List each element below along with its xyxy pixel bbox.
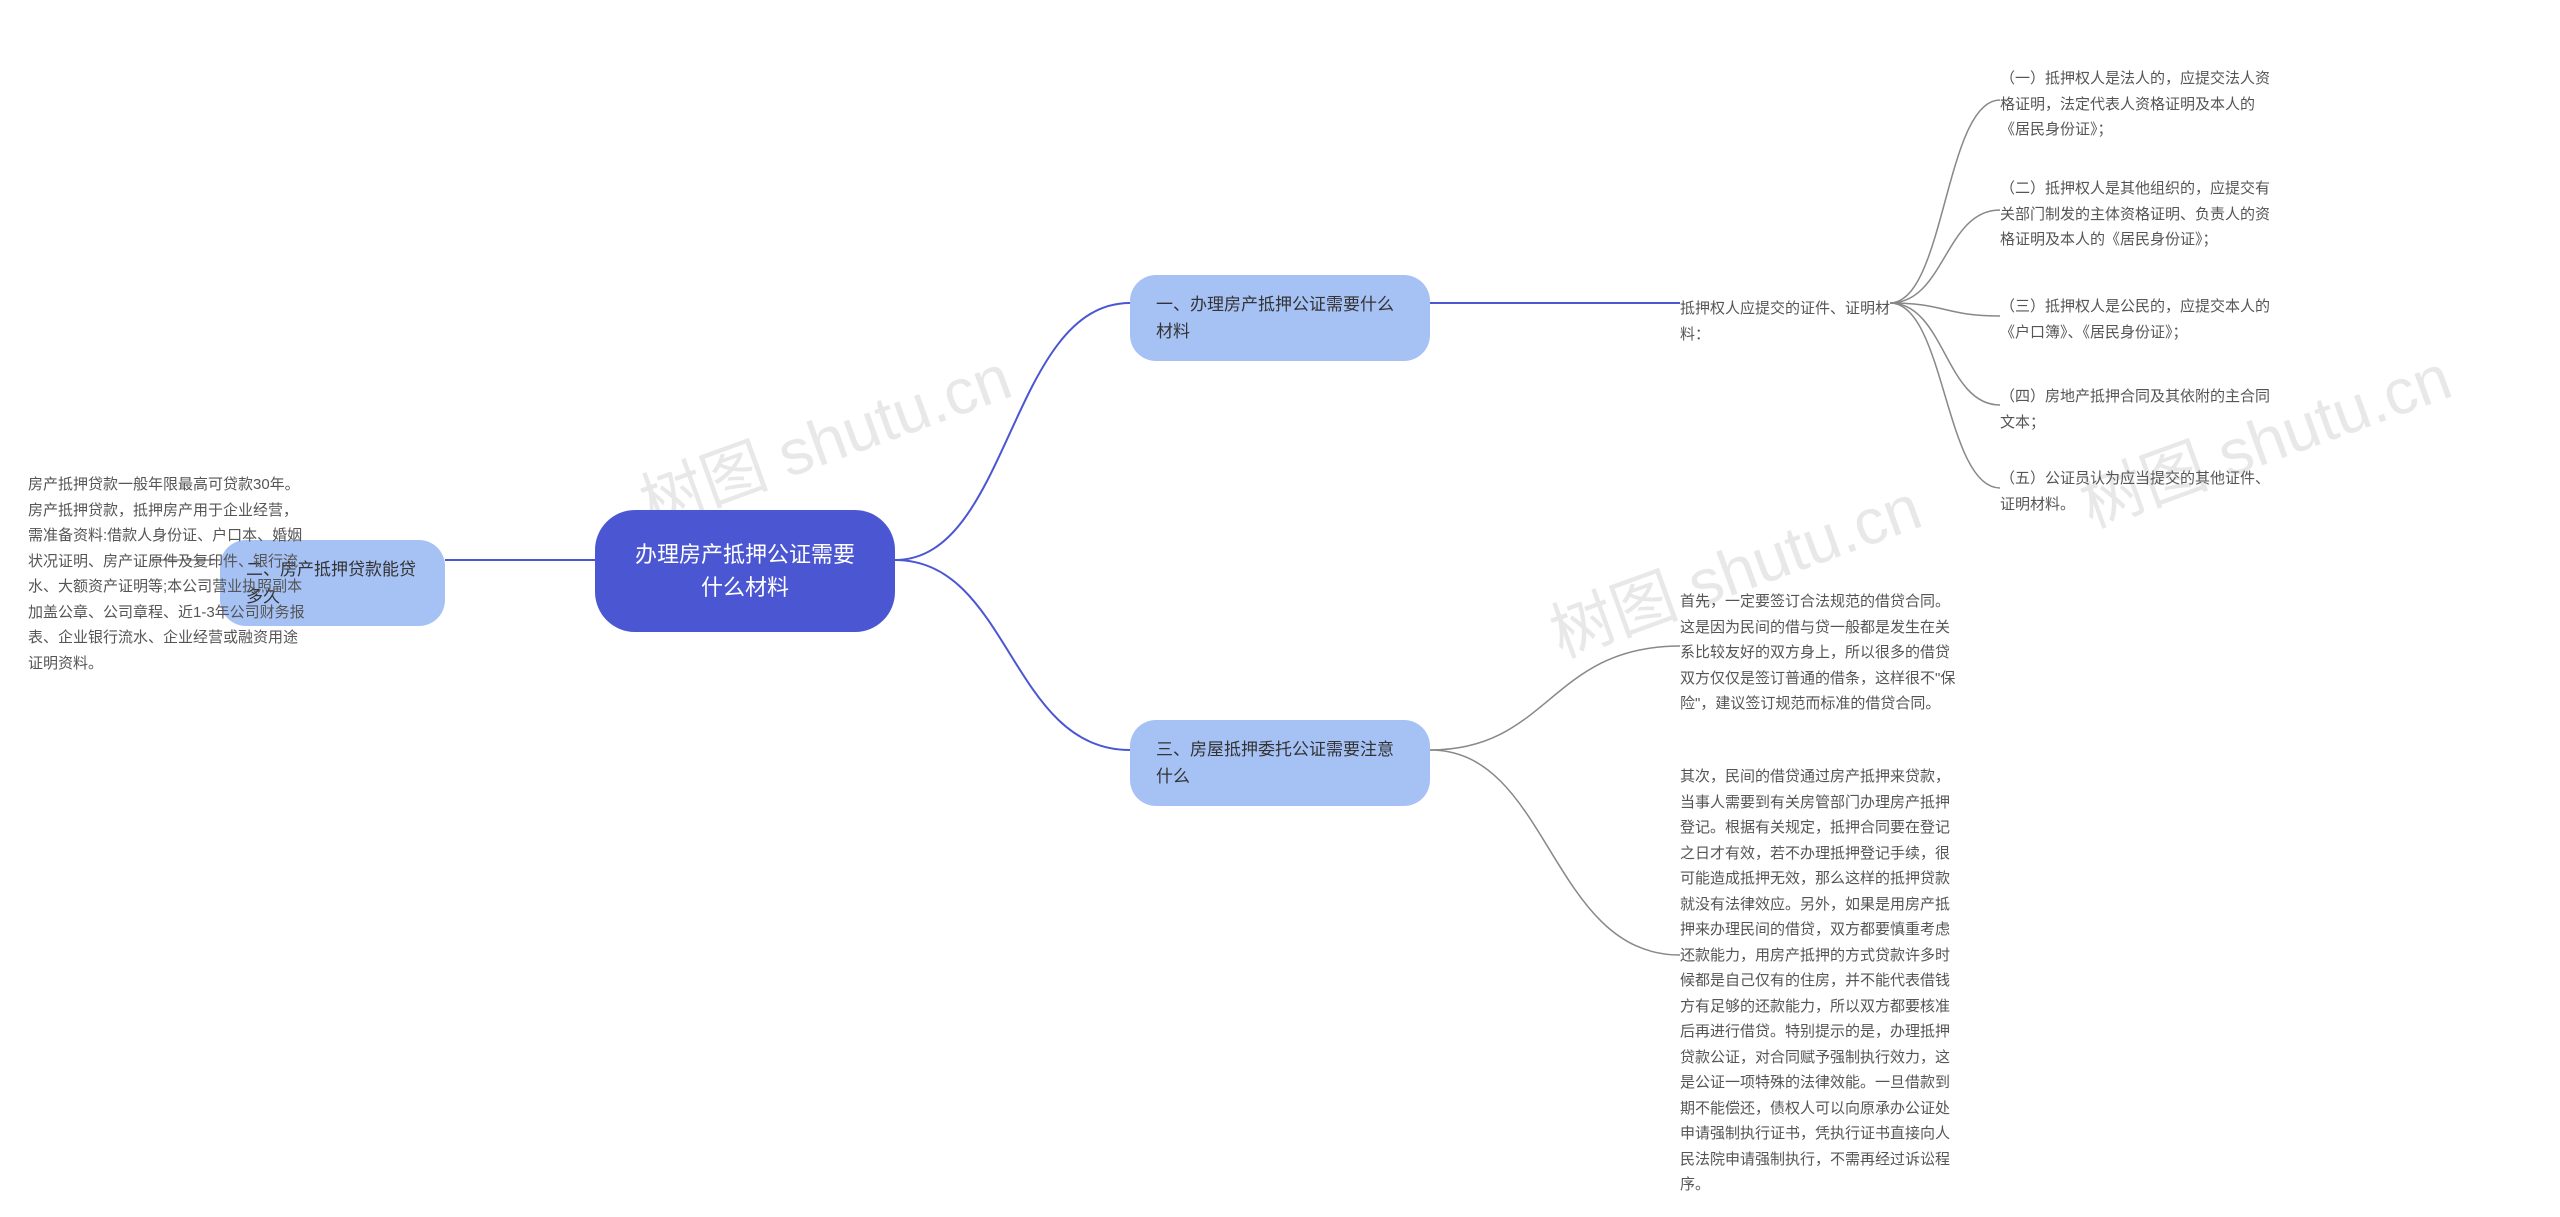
root-node[interactable]: 办理房产抵押公证需要什么材料 [595,510,895,632]
branch-1-leaf-5: （五）公证员认为应当提交的其他证件、证明材料。 [2000,462,2270,521]
branch-3-leaf-2: 其次，民间的借贷通过房产抵押来贷款，当事人需要到有关房管部门办理房产抵押登记。根… [1680,760,1960,1202]
branch-2-leaf: 房产抵押贷款一般年限最高可贷款30年。房产抵押贷款，抵押房产用于企业经营，需准备… [28,468,308,680]
branch-3[interactable]: 三、房屋抵押委托公证需要注意什么 [1130,720,1430,806]
branch-1[interactable]: 一、办理房产抵押公证需要什么材料 [1130,275,1430,361]
branch-1-leaf-1: （一）抵押权人是法人的，应提交法人资格证明，法定代表人资格证明及本人的《居民身份… [2000,62,2270,147]
branch-3-leaf-1: 首先，一定要签订合法规范的借贷合同。这是因为民间的借与贷一般都是发生在关系比较友… [1680,585,1960,721]
branch-1-leaf-3: （三）抵押权人是公民的，应提交本人的《户口簿》、《居民身份证》； [2000,290,2270,349]
branch-1-leaf-2: （二）抵押权人是其他组织的，应提交有关部门制发的主体资格证明、负责人的资格证明及… [2000,172,2270,257]
branch-1-sub: 抵押权人应提交的证件、证明材料： [1680,290,1890,353]
branch-1-leaf-4: （四）房地产抵押合同及其依附的主合同文本； [2000,380,2270,439]
